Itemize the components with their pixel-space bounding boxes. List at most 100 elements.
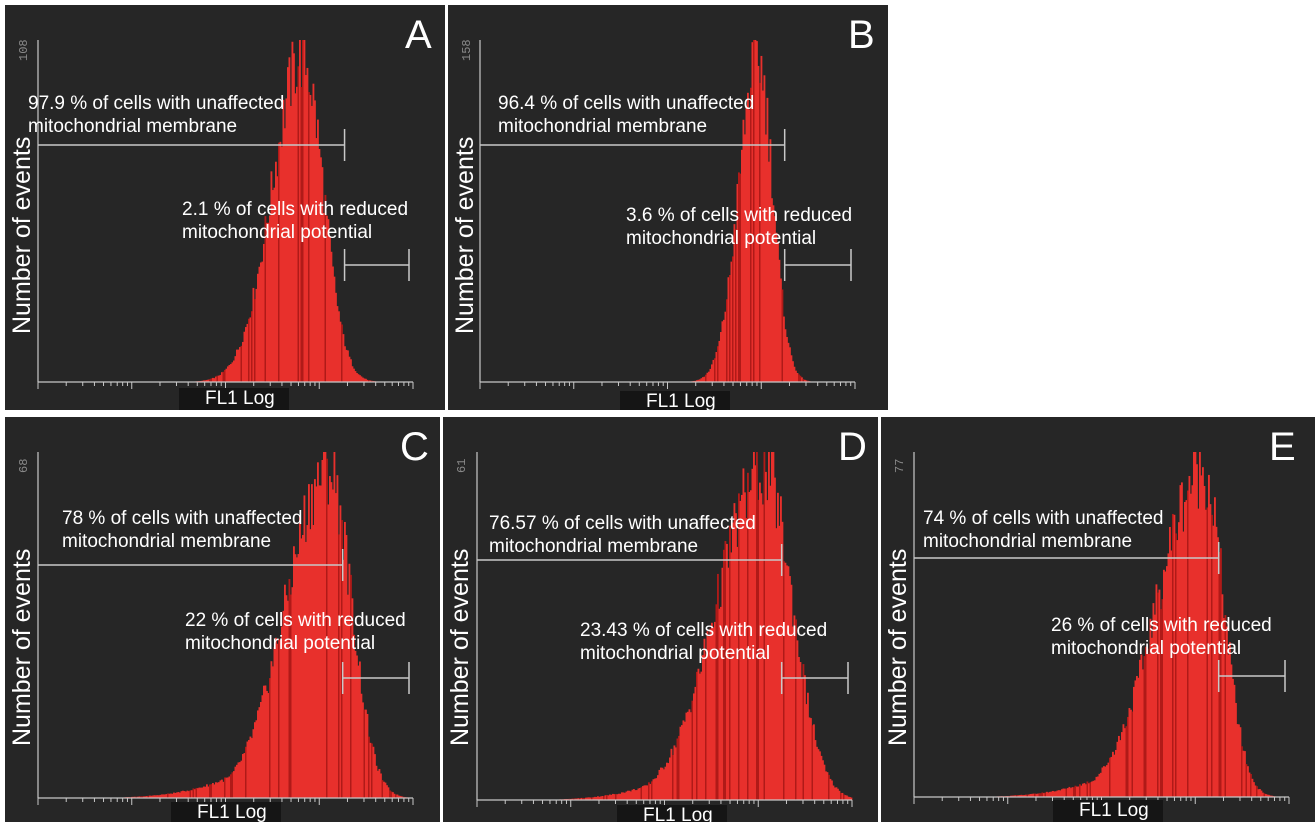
histogram-bar — [288, 579, 291, 798]
unaffected-membrane-annotation: 97.9 % of cells with unaffected mitochon… — [28, 92, 284, 138]
histogram-bar — [230, 774, 232, 798]
histogram-bar — [798, 657, 800, 800]
histogram-bar — [766, 97, 769, 383]
histogram-bar — [1247, 766, 1249, 797]
histogram-bar — [574, 798, 577, 800]
histogram-bar — [353, 634, 355, 798]
histogram-bar — [1217, 537, 1219, 797]
histogram-bar — [1025, 794, 1027, 797]
histogram-bar — [846, 795, 848, 800]
histogram-bar — [754, 40, 757, 382]
histogram-bar — [299, 515, 301, 798]
histogram-bar — [768, 161, 770, 382]
histogram-bar — [384, 782, 387, 798]
histogram-bar — [320, 157, 322, 382]
histogram-bar — [1112, 751, 1114, 797]
histogram-bar — [263, 685, 265, 798]
histogram-bar — [168, 793, 171, 798]
histogram-bar — [183, 791, 186, 798]
histogram-bar — [324, 194, 327, 382]
histogram-bar — [242, 341, 244, 382]
annotation-line: mitochondrial potential — [580, 643, 771, 664]
histogram-bar — [359, 661, 361, 798]
histogram-bar — [1092, 780, 1095, 797]
histogram-bar — [676, 738, 679, 800]
histogram-bar — [278, 142, 280, 382]
histogram-bar — [249, 317, 252, 382]
histogram-bar — [601, 795, 604, 800]
histogram-bar — [744, 134, 746, 382]
histogram-bar — [615, 794, 617, 800]
histogram-bar — [589, 797, 592, 800]
histogram-bar — [1266, 794, 1269, 797]
histogram-bar — [1107, 762, 1110, 797]
histogram-bar — [705, 374, 707, 382]
histogram-bar — [272, 190, 274, 382]
histogram-bar — [179, 792, 181, 798]
histogram-bar — [1148, 653, 1150, 797]
histogram-bar — [1073, 787, 1075, 797]
histogram-bar — [732, 522, 734, 800]
histogram-bar — [1095, 776, 1098, 797]
histogram-bar — [1194, 452, 1197, 797]
histogram-bar — [748, 109, 751, 382]
histogram-bar — [687, 711, 689, 800]
histogram-bar — [243, 331, 246, 382]
histogram-bar — [697, 668, 700, 800]
histogram-bar — [808, 717, 811, 800]
histogram-bar — [341, 520, 343, 798]
histogram-bar — [576, 798, 578, 800]
histogram-bar — [1185, 500, 1188, 797]
histogram-bar — [759, 482, 761, 800]
histogram-bar — [206, 784, 208, 798]
histogram-bar — [1203, 485, 1206, 797]
histogram-bar — [1100, 772, 1102, 797]
histogram-bar — [246, 323, 249, 382]
histogram-bar — [144, 796, 147, 798]
histogram-bar — [1191, 485, 1194, 797]
reduced-potential-annotation: 22 % of cells with reduced mitochondrial… — [185, 609, 406, 655]
histogram-bar — [387, 787, 390, 798]
histogram-bar — [143, 796, 145, 798]
histogram-bar — [359, 375, 361, 382]
histogram-bar — [1220, 548, 1222, 797]
histogram-bar — [747, 92, 749, 382]
histogram-bar — [296, 557, 298, 798]
histogram-bar — [360, 693, 363, 798]
histogram-bar — [266, 222, 268, 382]
histogram-bar — [167, 793, 169, 798]
histogram-bar — [778, 259, 781, 382]
histogram-bar — [182, 790, 184, 798]
histogram-bar — [326, 458, 328, 798]
histogram-bar — [781, 521, 784, 800]
histogram-bar — [1173, 514, 1176, 797]
histogram-bar — [257, 273, 259, 382]
histogram-bar — [1262, 792, 1264, 797]
histogram-bar — [715, 604, 718, 800]
histogram-bar — [1038, 793, 1041, 797]
histogram-plot-a — [37, 40, 414, 389]
histogram-bar — [267, 693, 270, 798]
histogram-bar — [234, 766, 237, 798]
histogram-bar — [618, 793, 620, 800]
histogram-bar — [757, 65, 760, 382]
histogram-bar — [242, 754, 244, 798]
histogram-bar — [711, 364, 713, 382]
histogram-bar — [1208, 474, 1210, 797]
histogram-bar — [1080, 785, 1083, 797]
histogram-bar — [639, 788, 641, 800]
histogram-bar — [236, 349, 238, 382]
histogram-bar — [324, 452, 327, 798]
histogram-bar — [282, 99, 285, 382]
histogram-bar — [267, 222, 270, 382]
histogram-bar — [395, 794, 397, 798]
histogram-bar — [1076, 786, 1078, 797]
histogram-bar — [1257, 789, 1260, 797]
histogram-bar — [264, 216, 267, 382]
histogram-bar — [1163, 569, 1165, 797]
histogram-bar — [251, 311, 253, 382]
y-axis-label: Number of events — [446, 548, 474, 746]
histogram-bar — [729, 275, 731, 382]
histogram-bar — [203, 380, 205, 382]
histogram-bar — [323, 212, 325, 382]
